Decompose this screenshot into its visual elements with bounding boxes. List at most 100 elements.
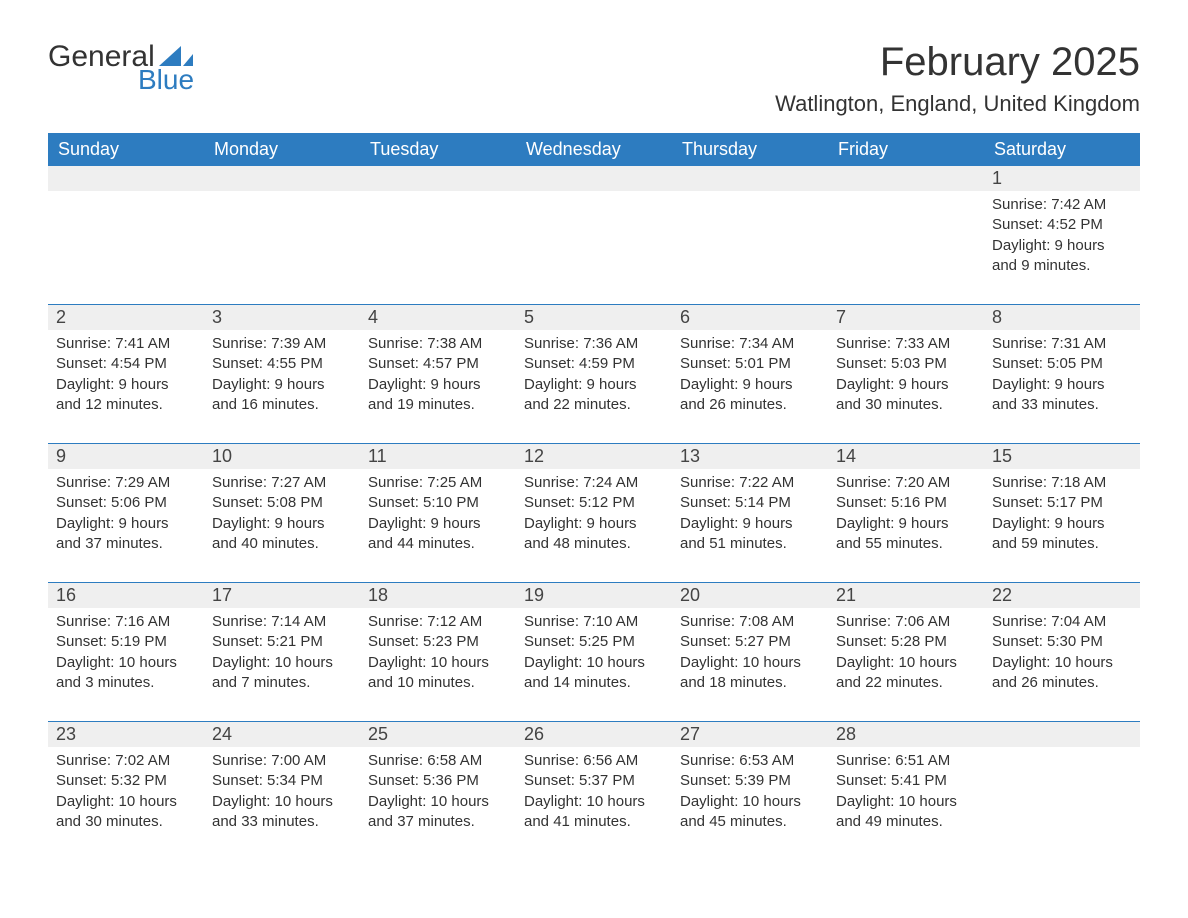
sunrise-text: Sunrise: 7:38 AM bbox=[368, 334, 508, 354]
sunrise-text: Sunrise: 7:12 AM bbox=[368, 612, 508, 632]
day-number-cell: 7 bbox=[828, 305, 984, 330]
day2-text: and 22 minutes. bbox=[836, 673, 976, 693]
sunrise-text: Sunrise: 6:53 AM bbox=[680, 751, 820, 771]
detail-row: Sunrise: 7:16 AMSunset: 5:19 PMDaylight:… bbox=[48, 608, 1140, 722]
day2-text: and 49 minutes. bbox=[836, 812, 976, 832]
day2-text: and 19 minutes. bbox=[368, 395, 508, 415]
day-number-cell: 15 bbox=[984, 444, 1140, 469]
day-number-cell bbox=[516, 166, 672, 191]
day1-text: Daylight: 10 hours bbox=[212, 792, 352, 812]
col-header: Sunday bbox=[48, 133, 204, 166]
day-number-cell bbox=[828, 166, 984, 191]
day-detail-cell: Sunrise: 7:41 AMSunset: 4:54 PMDaylight:… bbox=[48, 330, 204, 444]
sunrise-text: Sunrise: 7:31 AM bbox=[992, 334, 1132, 354]
sunset-text: Sunset: 5:12 PM bbox=[524, 493, 664, 513]
col-header: Saturday bbox=[984, 133, 1140, 166]
day-number-cell: 16 bbox=[48, 583, 204, 608]
brand-blue: Blue bbox=[138, 64, 194, 96]
day-number-cell bbox=[48, 166, 204, 191]
sunrise-text: Sunrise: 7:20 AM bbox=[836, 473, 976, 493]
day2-text: and 3 minutes. bbox=[56, 673, 196, 693]
day-number-cell: 13 bbox=[672, 444, 828, 469]
day-number-cell: 5 bbox=[516, 305, 672, 330]
day2-text: and 12 minutes. bbox=[56, 395, 196, 415]
day2-text: and 7 minutes. bbox=[212, 673, 352, 693]
day-detail-cell: Sunrise: 7:24 AMSunset: 5:12 PMDaylight:… bbox=[516, 469, 672, 583]
day-detail-cell: Sunrise: 6:51 AMSunset: 5:41 PMDaylight:… bbox=[828, 747, 984, 860]
day1-text: Daylight: 9 hours bbox=[56, 514, 196, 534]
day-detail-cell: Sunrise: 7:10 AMSunset: 5:25 PMDaylight:… bbox=[516, 608, 672, 722]
sunset-text: Sunset: 5:34 PM bbox=[212, 771, 352, 791]
detail-row: Sunrise: 7:02 AMSunset: 5:32 PMDaylight:… bbox=[48, 747, 1140, 860]
day2-text: and 30 minutes. bbox=[836, 395, 976, 415]
day-detail-cell: Sunrise: 7:06 AMSunset: 5:28 PMDaylight:… bbox=[828, 608, 984, 722]
daynum-row: 1 bbox=[48, 166, 1140, 191]
day-detail-cell: Sunrise: 7:20 AMSunset: 5:16 PMDaylight:… bbox=[828, 469, 984, 583]
sunset-text: Sunset: 5:37 PM bbox=[524, 771, 664, 791]
day-number-cell: 18 bbox=[360, 583, 516, 608]
day1-text: Daylight: 10 hours bbox=[680, 792, 820, 812]
sunrise-text: Sunrise: 7:33 AM bbox=[836, 334, 976, 354]
day-number-cell bbox=[672, 166, 828, 191]
day-number-cell: 9 bbox=[48, 444, 204, 469]
sunset-text: Sunset: 5:30 PM bbox=[992, 632, 1132, 652]
col-header: Tuesday bbox=[360, 133, 516, 166]
day1-text: Daylight: 10 hours bbox=[524, 792, 664, 812]
day-detail-cell: Sunrise: 7:22 AMSunset: 5:14 PMDaylight:… bbox=[672, 469, 828, 583]
day2-text: and 26 minutes. bbox=[992, 673, 1132, 693]
day2-text: and 33 minutes. bbox=[212, 812, 352, 832]
sunrise-text: Sunrise: 7:34 AM bbox=[680, 334, 820, 354]
sunset-text: Sunset: 5:28 PM bbox=[836, 632, 976, 652]
sunrise-text: Sunrise: 7:14 AM bbox=[212, 612, 352, 632]
day-number-cell bbox=[984, 722, 1140, 747]
sunrise-text: Sunrise: 6:56 AM bbox=[524, 751, 664, 771]
day-detail-cell: Sunrise: 7:18 AMSunset: 5:17 PMDaylight:… bbox=[984, 469, 1140, 583]
month-title: February 2025 bbox=[775, 40, 1140, 85]
day2-text: and 26 minutes. bbox=[680, 395, 820, 415]
sunrise-text: Sunrise: 7:02 AM bbox=[56, 751, 196, 771]
day-number-cell: 23 bbox=[48, 722, 204, 747]
sunrise-text: Sunrise: 7:42 AM bbox=[992, 195, 1132, 215]
sunset-text: Sunset: 5:36 PM bbox=[368, 771, 508, 791]
sunset-text: Sunset: 5:06 PM bbox=[56, 493, 196, 513]
day1-text: Daylight: 9 hours bbox=[836, 514, 976, 534]
sunset-text: Sunset: 5:16 PM bbox=[836, 493, 976, 513]
day2-text: and 55 minutes. bbox=[836, 534, 976, 554]
day-detail-cell: Sunrise: 7:29 AMSunset: 5:06 PMDaylight:… bbox=[48, 469, 204, 583]
sunrise-text: Sunrise: 7:10 AM bbox=[524, 612, 664, 632]
day1-text: Daylight: 9 hours bbox=[56, 375, 196, 395]
sunset-text: Sunset: 5:23 PM bbox=[368, 632, 508, 652]
sunset-text: Sunset: 5:01 PM bbox=[680, 354, 820, 374]
day-number-cell: 27 bbox=[672, 722, 828, 747]
sunrise-text: Sunrise: 7:16 AM bbox=[56, 612, 196, 632]
day-detail-cell bbox=[672, 191, 828, 305]
day1-text: Daylight: 9 hours bbox=[680, 514, 820, 534]
day-detail-cell: Sunrise: 7:38 AMSunset: 4:57 PMDaylight:… bbox=[360, 330, 516, 444]
day1-text: Daylight: 9 hours bbox=[368, 514, 508, 534]
day-detail-cell bbox=[984, 747, 1140, 860]
sunset-text: Sunset: 4:52 PM bbox=[992, 215, 1132, 235]
day-detail-cell bbox=[828, 191, 984, 305]
sail-icon bbox=[159, 46, 193, 66]
day2-text: and 48 minutes. bbox=[524, 534, 664, 554]
col-header: Thursday bbox=[672, 133, 828, 166]
header: General Blue February 2025 Watlington, E… bbox=[48, 40, 1140, 117]
sunset-text: Sunset: 5:21 PM bbox=[212, 632, 352, 652]
day1-text: Daylight: 10 hours bbox=[680, 653, 820, 673]
day-number-cell: 20 bbox=[672, 583, 828, 608]
day-number-cell: 25 bbox=[360, 722, 516, 747]
location: Watlington, England, United Kingdom bbox=[775, 91, 1140, 117]
day-detail-cell: Sunrise: 7:04 AMSunset: 5:30 PMDaylight:… bbox=[984, 608, 1140, 722]
day-number-cell: 11 bbox=[360, 444, 516, 469]
sunset-text: Sunset: 4:57 PM bbox=[368, 354, 508, 374]
day-detail-cell: Sunrise: 7:00 AMSunset: 5:34 PMDaylight:… bbox=[204, 747, 360, 860]
day1-text: Daylight: 10 hours bbox=[56, 792, 196, 812]
day1-text: Daylight: 9 hours bbox=[992, 514, 1132, 534]
sunrise-text: Sunrise: 7:00 AM bbox=[212, 751, 352, 771]
day2-text: and 33 minutes. bbox=[992, 395, 1132, 415]
day2-text: and 14 minutes. bbox=[524, 673, 664, 693]
day2-text: and 45 minutes. bbox=[680, 812, 820, 832]
day-detail-cell bbox=[516, 191, 672, 305]
day-detail-cell: Sunrise: 7:25 AMSunset: 5:10 PMDaylight:… bbox=[360, 469, 516, 583]
sunrise-text: Sunrise: 7:06 AM bbox=[836, 612, 976, 632]
